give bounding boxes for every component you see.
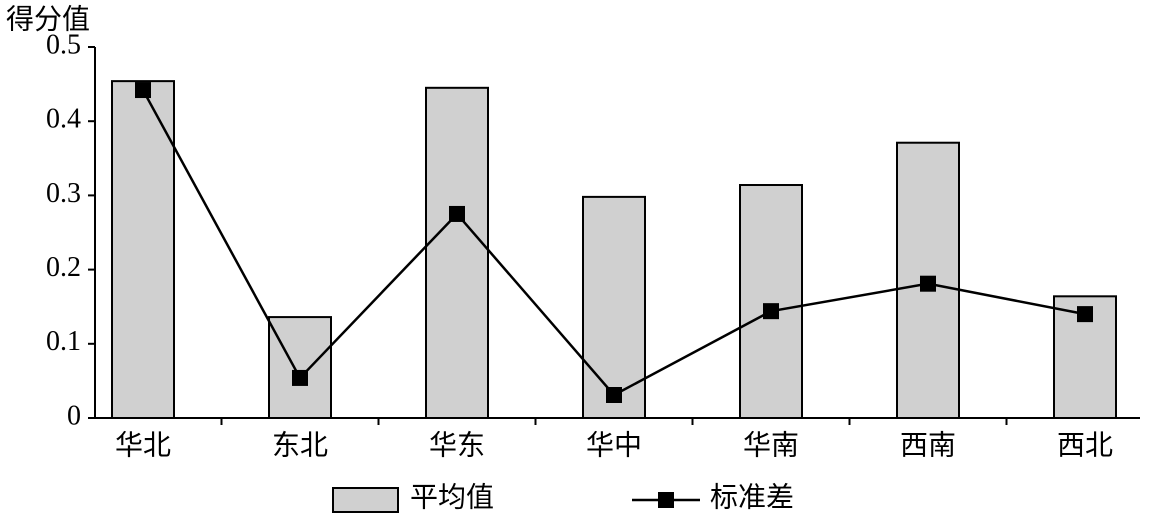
y-tick-label: 0.2 bbox=[46, 252, 81, 283]
bar bbox=[111, 80, 175, 420]
marker bbox=[763, 303, 779, 320]
x-tick-label: 华中 bbox=[586, 429, 642, 461]
bar bbox=[739, 184, 803, 419]
bar bbox=[425, 86, 489, 419]
x-tick-label: 华南 bbox=[743, 429, 799, 461]
x-tick-label: 华东 bbox=[429, 429, 485, 461]
y-axis-label: 得分值 bbox=[6, 3, 90, 35]
legend-swatch bbox=[332, 487, 399, 513]
marker bbox=[135, 82, 151, 99]
x-tick-label: 西南 bbox=[900, 429, 956, 461]
bar bbox=[582, 195, 646, 419]
marker bbox=[292, 369, 308, 386]
y-tick-label: 0.5 bbox=[46, 29, 81, 60]
marker bbox=[920, 275, 936, 292]
x-tick-label: 华北 bbox=[115, 429, 171, 461]
bar bbox=[268, 316, 332, 420]
y-tick-label: 0.3 bbox=[46, 178, 81, 209]
marker bbox=[606, 386, 622, 403]
marker bbox=[449, 205, 465, 222]
x-tick-label: 西北 bbox=[1057, 430, 1113, 461]
marker bbox=[1077, 306, 1093, 323]
y-tick-label: 0 bbox=[67, 400, 81, 431]
x-tick-label: 东北 bbox=[272, 429, 328, 461]
legend-marker bbox=[658, 492, 674, 508]
y-tick-label: 0.1 bbox=[46, 326, 81, 357]
y-tick-label: 0.4 bbox=[46, 104, 81, 135]
legend-label: 标准差 bbox=[710, 481, 794, 513]
legend-label: 平均值 bbox=[410, 481, 494, 513]
